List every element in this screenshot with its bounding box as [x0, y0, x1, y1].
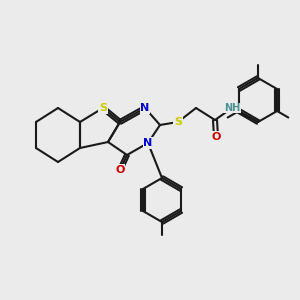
- Text: NH: NH: [224, 103, 240, 113]
- Text: S: S: [99, 103, 107, 113]
- Text: N: N: [140, 103, 150, 113]
- Text: S: S: [174, 117, 182, 127]
- Text: N: N: [143, 138, 153, 148]
- Text: O: O: [115, 165, 125, 175]
- Text: O: O: [211, 132, 221, 142]
